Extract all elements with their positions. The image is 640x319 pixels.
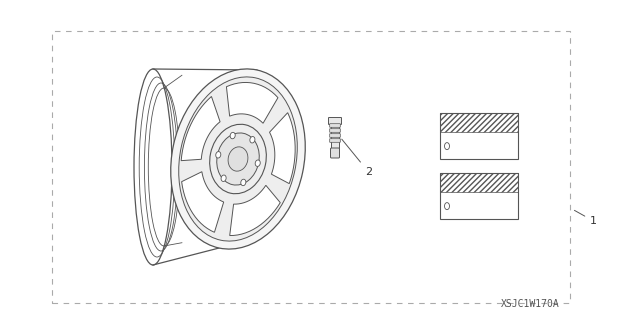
Polygon shape	[230, 185, 280, 235]
FancyBboxPatch shape	[330, 134, 340, 137]
FancyBboxPatch shape	[330, 129, 340, 132]
Ellipse shape	[171, 69, 305, 249]
FancyBboxPatch shape	[330, 139, 340, 142]
Text: 1: 1	[575, 210, 597, 226]
Ellipse shape	[228, 147, 248, 171]
Bar	[440, 173, 518, 219]
Ellipse shape	[445, 143, 449, 150]
Polygon shape	[227, 82, 278, 123]
Ellipse shape	[241, 179, 246, 186]
FancyBboxPatch shape	[328, 117, 342, 124]
Ellipse shape	[217, 133, 259, 185]
Ellipse shape	[210, 124, 266, 194]
Ellipse shape	[230, 132, 236, 139]
Bar	[440, 173, 518, 192]
FancyBboxPatch shape	[330, 124, 340, 127]
Bar	[440, 113, 518, 159]
Polygon shape	[182, 172, 223, 232]
Text: 2: 2	[342, 139, 372, 177]
Ellipse shape	[221, 175, 226, 182]
Polygon shape	[269, 113, 295, 184]
Text: XSJC1W170A: XSJC1W170A	[500, 299, 559, 309]
Bar	[440, 113, 518, 132]
Ellipse shape	[255, 160, 260, 167]
Polygon shape	[331, 124, 339, 149]
Bar	[52, 31, 570, 303]
FancyBboxPatch shape	[330, 148, 339, 158]
Ellipse shape	[250, 137, 255, 143]
Ellipse shape	[216, 152, 221, 158]
Polygon shape	[181, 96, 220, 161]
Ellipse shape	[445, 203, 449, 210]
Ellipse shape	[179, 77, 298, 241]
